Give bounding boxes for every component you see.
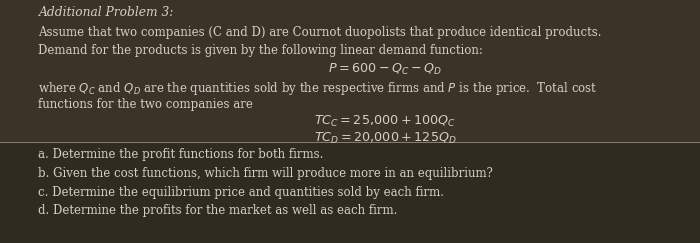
Text: b. Given the cost functions, which firm will produce more in an equilibrium?: b. Given the cost functions, which firm …	[38, 167, 493, 180]
Text: where $Q_C$ and $Q_D$ are the quantities sold by the respective firms and $P$ is: where $Q_C$ and $Q_D$ are the quantities…	[38, 80, 598, 97]
Text: $P = 600 - Q_C - Q_D$: $P = 600 - Q_C - Q_D$	[328, 62, 442, 77]
Text: a. Determine the profit functions for both firms.: a. Determine the profit functions for bo…	[38, 148, 324, 161]
FancyBboxPatch shape	[0, 142, 700, 243]
Text: c. Determine the equilibrium price and quantities sold by each firm.: c. Determine the equilibrium price and q…	[38, 186, 444, 199]
Text: Demand for the products is given by the following linear demand function:: Demand for the products is given by the …	[38, 44, 484, 57]
Text: Assume that two companies (C and D) are Cournot duopolists that produce identica: Assume that two companies (C and D) are …	[38, 26, 602, 38]
Text: Additional Problem 3:: Additional Problem 3:	[38, 6, 174, 19]
Text: d. Determine the profits for the market as well as each firm.: d. Determine the profits for the market …	[38, 204, 398, 217]
Text: $TC_C = 25{,}000 + 100Q_C$: $TC_C = 25{,}000 + 100Q_C$	[314, 114, 456, 129]
Text: $TC_D = 20{,}000 + 125Q_D$: $TC_D = 20{,}000 + 125Q_D$	[314, 131, 456, 146]
Text: functions for the two companies are: functions for the two companies are	[38, 98, 253, 111]
